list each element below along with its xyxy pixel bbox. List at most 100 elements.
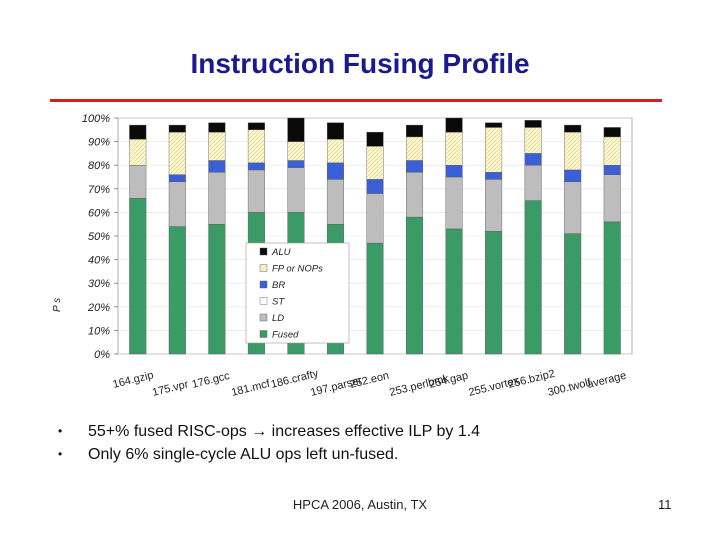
bullet-icon: • (58, 424, 63, 438)
y-tick-label: 70% (88, 184, 110, 196)
bar-segment-br-10 (524, 153, 542, 166)
bar-segment-br-2 (208, 160, 226, 173)
legend-box (245, 242, 350, 344)
bullet-item: • Only 6% single-cycle ALU ops left un-fu… (58, 443, 480, 466)
bar-segment-fused-0 (129, 198, 147, 355)
bar-segment-br-11 (564, 169, 582, 182)
y-tick-label: 50% (88, 231, 110, 243)
bar-segment-ld-3 (247, 169, 265, 213)
y-tick-label: 20% (87, 302, 110, 314)
bar-segment-fused-6 (366, 242, 384, 355)
x-tick-label: 175.vpr (151, 378, 190, 399)
bar-segment-ld-5 (326, 179, 344, 225)
slide-footer: HPCA 2006, Austin, TX (292, 497, 428, 512)
bar-segment-alu-7 (406, 124, 424, 138)
bar-segment-fp-or-nops-10 (524, 127, 542, 154)
stacked-bar-chart: 0% 10% 20% 30% 40% 50% 60% 70% 80% 90% 100% P s ALU… (52, 113, 633, 399)
bar-segment-ld-8 (445, 176, 463, 230)
bar-segment-fp-or-nops-3 (247, 129, 265, 164)
bar-segment-alu-1 (168, 124, 186, 133)
bar-segment-alu-12 (603, 127, 621, 138)
bar-segment-fused-12 (603, 221, 621, 355)
bar-segment-alu-6 (366, 131, 384, 147)
bar-segment-fused-2 (208, 223, 226, 355)
legend-label-fp-or-nops: FP or NOPs (272, 264, 323, 275)
bullet-text: Only 6% single-cycle ALU ops left un-fus… (88, 446, 399, 463)
legend-swatch-br (259, 280, 268, 289)
bar-segment-fused-7 (406, 216, 424, 355)
bullet-icon: • (58, 447, 63, 461)
bar-segment-alu-9 (485, 122, 503, 128)
bar-segment-fp-or-nops-9 (485, 127, 503, 173)
legend-label-alu: ALU (271, 247, 291, 258)
bar-segment-ld-12 (603, 174, 621, 223)
bar-segment-ld-10 (524, 164, 542, 201)
x-tick-label: 176.gcc (191, 370, 232, 391)
bar-segment-alu-4 (287, 117, 305, 142)
bar-segment-alu-10 (524, 120, 542, 128)
y-axis-label: P s (52, 298, 63, 312)
bar-segment-fp-or-nops-0 (129, 139, 147, 166)
bar-segment-fp-or-nops-1 (168, 131, 186, 175)
bar-segment-ld-0 (129, 164, 147, 199)
bar-segment-br-7 (406, 160, 424, 173)
legend-swatch-fused (259, 330, 268, 338)
bar-segment-fp-or-nops-2 (208, 131, 226, 161)
legend-label-fused: Fused (272, 330, 299, 341)
bar-segment-br-12 (603, 164, 621, 175)
bar-segment-br-9 (485, 172, 503, 180)
bullet-list: • 55+% fused RISC-ops → increases effecti… (58, 420, 480, 466)
bar-segment-ld-9 (485, 179, 503, 232)
bar-segment-br-5 (326, 162, 344, 180)
bullet-item: • 55+% fused RISC-ops → increases effecti… (58, 420, 480, 443)
title-underline (50, 99, 662, 102)
y-tick-label: 30% (88, 278, 110, 290)
y-tick-label: 0% (94, 349, 110, 361)
legend-swatch-alu (259, 247, 268, 256)
bar-segment-ld-4 (287, 167, 305, 213)
y-tick-label: 60% (88, 207, 110, 219)
y-tick-label: 10% (88, 325, 110, 337)
bar-segment-fp-or-nops-8 (445, 131, 463, 166)
bullet-text: 55+% fused RISC-ops → increases effectiv… (88, 423, 481, 440)
bar-segment-br-6 (366, 179, 384, 194)
slide-title: Instruction Fusing Profile (190, 48, 530, 79)
bar-segment-fp-or-nops-12 (603, 136, 621, 166)
y-tick-label: 90% (88, 137, 110, 149)
bar-segment-alu-5 (326, 122, 344, 140)
bar-segment-br-4 (287, 160, 305, 168)
bar-segment-ld-2 (208, 172, 226, 225)
page-number: 11 (658, 497, 672, 512)
bar-segment-fused-10 (524, 200, 542, 355)
y-tick-label: 100% (82, 113, 110, 125)
bar-segment-fp-or-nops-11 (564, 131, 582, 171)
y-tick-label: 40% (88, 255, 110, 267)
bar-segment-alu-0 (129, 124, 147, 140)
bar-segment-alu-11 (564, 124, 582, 133)
legend-label-ld: LD (272, 313, 284, 324)
legend-label-br: BR (272, 280, 285, 291)
bar-segment-alu-2 (208, 122, 226, 133)
bar-segment-ld-6 (366, 193, 384, 244)
bar-segment-fused-9 (485, 231, 503, 355)
bar-segment-br-8 (445, 164, 463, 178)
bar-segment-ld-11 (564, 181, 582, 234)
bar-segment-fused-1 (168, 226, 186, 355)
legend-swatch-fp-or-nops (259, 264, 268, 272)
bar-segment-ld-7 (406, 172, 424, 218)
bar-segment-fp-or-nops-5 (326, 139, 344, 164)
bar-segment-br-1 (168, 174, 186, 182)
x-tick-label: 181.mcf (230, 378, 272, 399)
x-tick-label: 254.gap (428, 370, 469, 391)
bar-segment-fused-8 (445, 228, 463, 355)
bar-segment-ld-1 (168, 181, 186, 227)
legend-swatch-ld (259, 313, 268, 322)
bar-segment-br-3 (247, 162, 265, 171)
legend-label-st: ST (272, 297, 285, 308)
bar-segment-fp-or-nops-7 (406, 136, 424, 161)
bar-segment-alu-3 (247, 122, 265, 131)
legend-swatch-st (259, 297, 268, 305)
bar-segment-alu-8 (445, 117, 463, 133)
bar-segment-fp-or-nops-4 (287, 141, 305, 161)
bar-segment-fused-11 (564, 233, 582, 355)
